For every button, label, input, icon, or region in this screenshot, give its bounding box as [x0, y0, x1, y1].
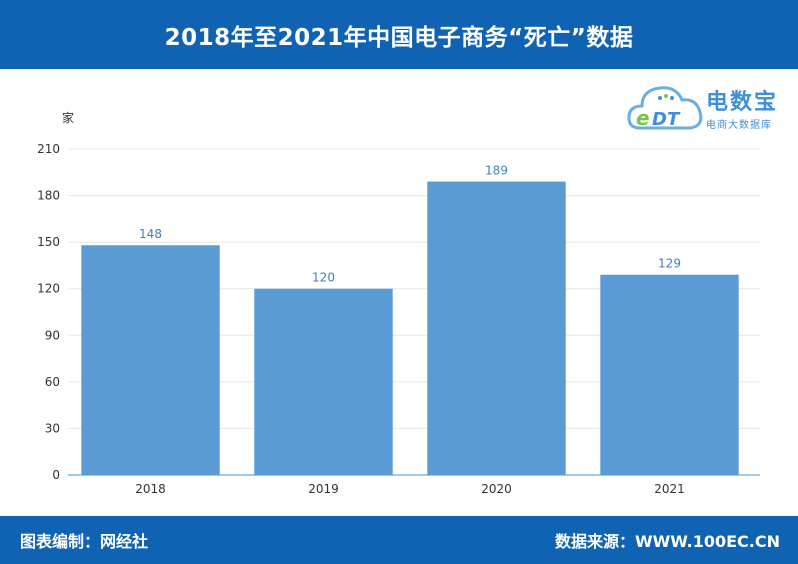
bar-2021 — [600, 274, 739, 475]
y-tick-label: 120 — [37, 282, 60, 296]
svg-text:e: e — [636, 106, 650, 130]
y-tick-label: 150 — [37, 235, 60, 249]
y-tick-label: 210 — [37, 142, 60, 156]
bars — [81, 181, 739, 475]
y-tick-label: 90 — [45, 328, 60, 342]
data-labels: 148 120 189 129 — [139, 164, 681, 285]
data-label-2020: 189 — [485, 164, 508, 178]
x-tick-label: 2021 — [654, 482, 685, 496]
bar-2020 — [427, 181, 566, 475]
x-tick-label: 2019 — [308, 482, 339, 496]
x-axis-labels: 2018 2019 2020 2021 — [135, 482, 685, 496]
logo-sub-text: 电商大数据库 — [706, 120, 772, 131]
logo-main-text: 电数宝 — [706, 90, 779, 115]
y-unit-label: 家 — [62, 110, 74, 125]
header-bar: 2018年至2021年中国电子商务“死亡”数据 — [0, 0, 798, 69]
data-label-2019: 120 — [312, 271, 335, 285]
y-tick-label: 180 — [37, 189, 60, 203]
svg-text:DT: DT — [652, 109, 681, 130]
bar-2019 — [254, 288, 393, 475]
x-tick-label: 2018 — [135, 482, 166, 496]
footer-source: 数据来源：WWW.100EC.CN — [554, 532, 780, 551]
footer-credit: 图表编制：网经社 — [20, 532, 149, 551]
x-tick-label: 2020 — [481, 482, 512, 496]
data-label-2021: 129 — [658, 257, 681, 271]
cloud-logo-icon: e DT — [627, 86, 703, 130]
y-tick-label: 0 — [52, 468, 60, 482]
brand-logo: e DT 电数宝 电商大数据库 — [626, 76, 792, 136]
page-title: 2018年至2021年中国电子商务“死亡”数据 — [164, 24, 634, 51]
y-tick-label: 30 — [45, 421, 60, 435]
bar-2018 — [81, 245, 220, 475]
footer-bar: 图表编制：网经社 数据来源：WWW.100EC.CN — [0, 516, 798, 564]
y-tick-label: 60 — [45, 375, 60, 389]
data-label-2018: 148 — [139, 227, 162, 241]
